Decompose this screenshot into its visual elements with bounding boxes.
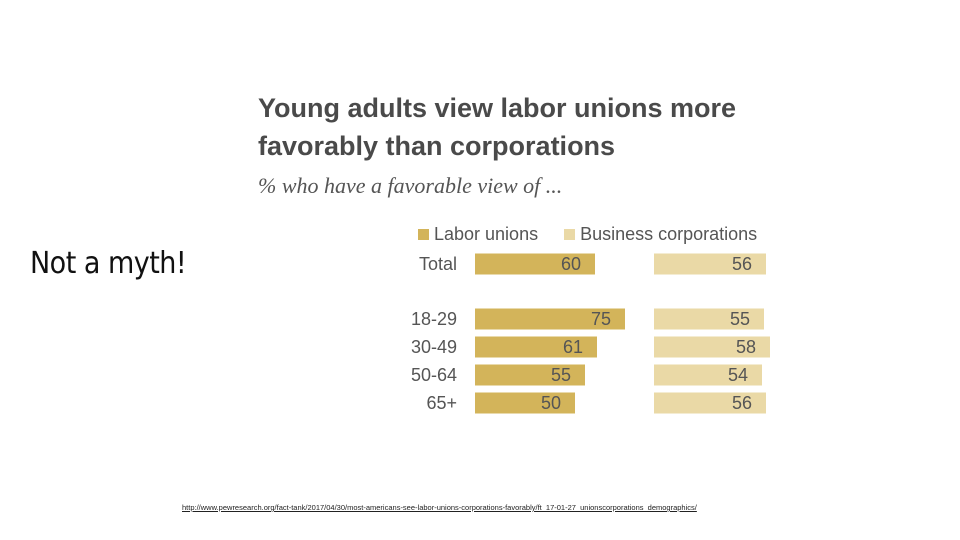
data-label-labor-unions-30-49: 61 (563, 337, 583, 357)
data-label-business-corporations-total: 56 (732, 254, 752, 274)
slide-title: Not a myth! (30, 246, 187, 281)
data-label-labor-unions-total: 60 (561, 254, 581, 274)
bar-labor-unions-30-49 (475, 336, 597, 358)
bar-labor-unions-65 (475, 392, 575, 414)
legend-label-labor-unions: Labor unions (434, 224, 539, 244)
chart-legend: Labor unions Business corporations (418, 224, 783, 245)
legend-item-business-corporations: Business corporations (564, 224, 757, 245)
chart-subtitle: % who have a favorable view of ... (258, 173, 563, 198)
bar-business-corporations-18-29 (654, 308, 764, 330)
chart-title-line-1: Young adults view labor unions more (258, 93, 737, 123)
bar-business-corporations-total (654, 253, 766, 275)
bar-labor-unions-18-29 (475, 308, 625, 330)
category-label-18-29: 18-29 (411, 309, 457, 329)
data-label-business-corporations-30-49: 58 (736, 337, 756, 357)
chart-title-line-2: favorably than corporations (258, 131, 616, 161)
legend-swatch-labor-unions (418, 229, 429, 240)
category-label-30-49: 30-49 (411, 337, 457, 357)
data-label-labor-unions-65: 50 (541, 393, 561, 413)
bar-business-corporations-65 (654, 392, 766, 414)
chart-title: Young adults view labor unions more favo… (258, 89, 818, 165)
category-label-50-64: 50-64 (411, 365, 457, 385)
legend-label-business-corporations: Business corporations (580, 224, 758, 244)
data-label-business-corporations-18-29: 55 (730, 309, 750, 329)
category-label-total: Total (419, 254, 457, 274)
data-label-business-corporations-65: 56 (732, 393, 752, 413)
source-link[interactable]: http://www.pewresearch.org/fact-tank/201… (182, 503, 697, 512)
legend-item-labor-unions: Labor unions (418, 224, 538, 245)
bar-business-corporations-50-64 (654, 364, 762, 386)
bar-business-corporations-30-49 (654, 336, 770, 358)
data-label-labor-unions-18-29: 75 (591, 309, 611, 329)
data-label-business-corporations-50-64: 54 (728, 365, 748, 385)
data-label-labor-unions-50-64: 55 (551, 365, 571, 385)
bar-labor-unions-total (475, 253, 595, 275)
legend-swatch-business-corporations (564, 229, 576, 240)
bar-labor-unions-50-64 (475, 364, 585, 386)
category-label-65: 65+ (426, 393, 457, 413)
